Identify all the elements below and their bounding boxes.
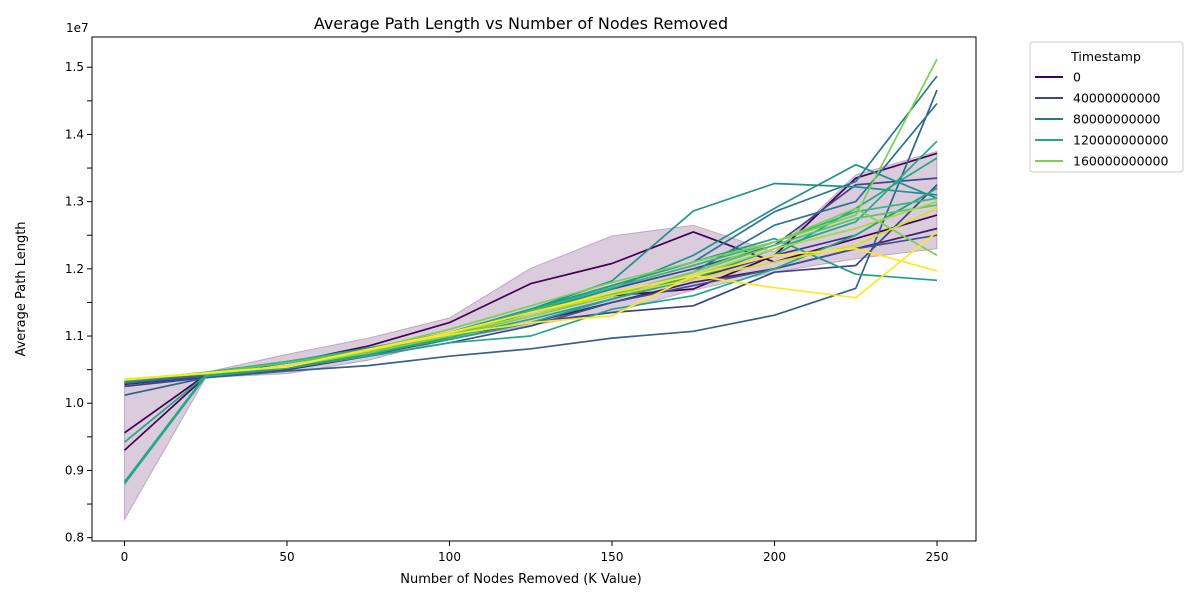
- x-axis-title: Number of Nodes Removed (K Value): [400, 572, 642, 587]
- y-tick-label: 1.0: [65, 396, 84, 410]
- y-axis: 0.8 0.9 1.0 1.1 1.2 1.3 1.4 1.5: [65, 60, 92, 545]
- legend-entry-label: 160000000000: [1073, 154, 1168, 169]
- legend-title: Timestamp: [1070, 49, 1141, 64]
- y-tick-label: 0.9: [65, 463, 84, 477]
- y-tick-label: 1.4: [65, 127, 84, 141]
- series-line-15: [123, 187, 938, 485]
- plot-area-frame: [91, 36, 977, 542]
- legend-box: [1029, 41, 1184, 173]
- chart-title: Average Path Length vs Number of Nodes R…: [314, 14, 728, 33]
- x-tick-label: 200: [763, 550, 786, 564]
- legend-entry-label: 80000000000: [1073, 112, 1161, 127]
- legend-entry-label: 120000000000: [1073, 133, 1168, 148]
- legend-entries: 0 40000000000 80000000000 120000000000 16000…: [1035, 70, 1168, 169]
- series-line-17: [124, 197, 938, 382]
- confidence-band-layer: [124, 150, 938, 522]
- series-layer: [123, 58, 938, 485]
- x-axis: 0 50 100 150 200 250: [121, 541, 949, 564]
- y-offset-label: 1e7: [66, 21, 89, 35]
- legend: Timestamp 0 40000000000 80000000000 1200000…: [1029, 41, 1184, 173]
- confidence-band: [124, 150, 938, 522]
- legend-entry-label: 0: [1073, 70, 1081, 85]
- x-tick-label: 250: [926, 550, 949, 564]
- y-tick-label: 1.1: [65, 329, 84, 343]
- y-tick-label: 0.8: [65, 531, 84, 545]
- legend-entry-label: 40000000000: [1073, 91, 1161, 106]
- x-tick-label: 0: [121, 550, 129, 564]
- x-tick-label: 150: [601, 550, 624, 564]
- y-axis-title: Average Path Length: [14, 221, 29, 356]
- y-tick-label: 1.5: [65, 60, 84, 74]
- series-line-8: [124, 89, 938, 397]
- y-tick-label: 1.2: [65, 262, 84, 276]
- x-tick-label: 50: [279, 550, 294, 564]
- y-tick-label: 1.3: [65, 195, 84, 209]
- series-line-24: [124, 247, 938, 381]
- x-tick-label: 100: [438, 550, 461, 564]
